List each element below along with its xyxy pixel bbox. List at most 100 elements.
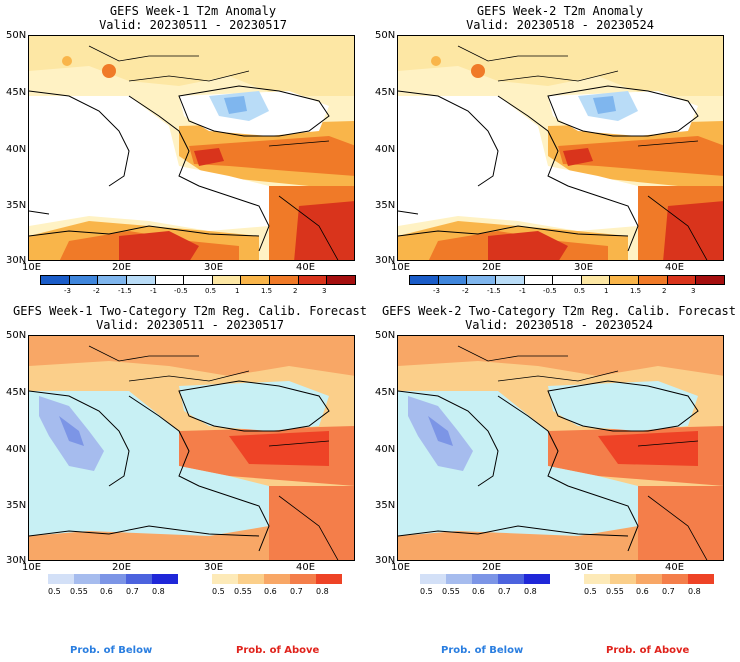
p4-above-l1: 0.55 [606,587,624,596]
panel4-title: GEFS Week-2 Two-Category T2m Reg. Calib.… [378,304,740,332]
p1-cb-l1: -2 [93,287,100,295]
p4-above-colorbar [584,574,714,584]
p4-lat-30: 30N [375,555,396,566]
p2-lat-50: 50N [375,30,396,41]
p1-anomaly-colorbar [40,275,356,285]
p4-below-l0: 0.5 [420,587,433,596]
p1-cb-l8: 2 [293,287,298,295]
p4-lat-50: 50N [375,330,396,341]
p4-above-l4: 0.8 [688,587,701,596]
p1-lon-20: 20E [112,262,132,273]
p2-cb-l0: -3 [433,287,440,295]
p3-above-l1: 0.55 [234,587,252,596]
p4-below-l3: 0.7 [498,587,511,596]
p4-below-l2: 0.6 [472,587,485,596]
p4-prob-below-title: Prob. of Below [441,645,524,656]
p4-lat-40: 40N [375,444,396,455]
p1-cb-l4: -0.5 [174,287,188,295]
panel1-title-line1: GEFS Week-1 T2m Anomaly [109,4,277,18]
p3-lon-20: 20E [112,562,132,573]
p1-lon-40: 40E [296,262,316,273]
p3-prob-below-title: Prob. of Below [70,645,153,656]
panel3-title-line2: Valid: 20230511 - 20230517 [96,318,284,332]
p3-lat-50: 50N [6,330,27,341]
p3-below-l1: 0.55 [70,587,88,596]
p1-lat-35: 35N [6,200,27,211]
p3-above-l3: 0.7 [290,587,303,596]
p2-lat-30: 30N [375,255,396,266]
p2-lat-35: 35N [375,200,396,211]
p1-lat-50: 50N [6,30,27,41]
p3-below-l0: 0.5 [48,587,61,596]
panel3-title: GEFS Week-1 Two-Category T2m Reg. Calib.… [10,304,370,332]
p2-cb-l1: -2 [462,287,469,295]
p2-lat-40: 40N [375,144,396,155]
p1-cb-l3: -1 [150,287,157,295]
anomaly-map-graphic [29,36,354,260]
p4-above-l0: 0.5 [584,587,597,596]
panel4-title-line2: Valid: 20230518 - 20230524 [465,318,653,332]
p2-cb-l9: 3 [691,287,696,295]
p4-lat-35: 35N [375,500,396,511]
p3-below-l4: 0.8 [152,587,165,596]
p2-cb-l8: 2 [662,287,667,295]
p1-cb-l0: -3 [64,287,71,295]
p2-cb-l6: 1 [604,287,609,295]
p1-cb-l5: 0.5 [205,287,217,295]
panel2-title: GEFS Week-2 T2m Anomaly Valid: 20230518 … [395,4,725,32]
prob-map-graphic [29,336,354,560]
map-week1-anomaly [28,35,355,261]
p2-cb-l2: -1.5 [487,287,501,295]
panel2-title-line2: Valid: 20230518 - 20230524 [466,18,654,32]
map-week1-prob [28,335,355,561]
p3-below-l2: 0.6 [100,587,113,596]
p1-lon-10: 10E [22,262,42,273]
p4-above-l3: 0.7 [662,587,675,596]
p3-lat-35: 35N [6,500,27,511]
p2-lat-45: 45N [375,87,396,98]
p3-lon-30: 30E [204,562,224,573]
p2-lon-20: 20E [482,262,502,273]
p3-above-l4: 0.8 [316,587,329,596]
p3-lon-40: 40E [296,562,316,573]
p3-above-l2: 0.6 [264,587,277,596]
panel2-title-line1: GEFS Week-2 T2m Anomaly [476,4,644,18]
p4-lat-45: 45N [375,387,396,398]
p3-above-colorbar [212,574,342,584]
p3-lat-45: 45N [6,387,27,398]
p1-cb-l2: -1.5 [118,287,132,295]
p4-below-l4: 0.8 [524,587,537,596]
p1-cb-l7: 1.5 [261,287,273,295]
p3-lat-30: 30N [6,555,27,566]
p4-below-colorbar [420,574,550,584]
p2-anomaly-colorbar [409,275,725,285]
p3-lon-10: 10E [22,562,42,573]
anomaly-map-graphic-2 [398,36,723,260]
p3-prob-above-title: Prob. of Above [236,645,320,656]
p4-above-l2: 0.6 [636,587,649,596]
p2-cb-l5: 0.5 [574,287,586,295]
map-week2-anomaly [397,35,724,261]
panel1-title-line2: Valid: 20230511 - 20230517 [99,18,287,32]
p1-cb-l6: 1 [235,287,240,295]
p4-prob-above-title: Prob. of Above [606,645,690,656]
p4-lon-10: 10E [391,562,411,573]
p4-below-l1: 0.55 [442,587,460,596]
map-week2-prob [397,335,724,561]
p1-lon-30: 30E [204,262,224,273]
p2-cb-l4: -0.5 [543,287,557,295]
p4-lon-40: 40E [665,562,685,573]
p3-lat-40: 40N [6,444,27,455]
p3-below-colorbar [48,574,178,584]
p2-cb-l7: 1.5 [630,287,642,295]
panel3-title-line1: GEFS Week-1 Two-Category T2m Reg. Calib.… [12,304,367,318]
p2-cb-l3: -1 [519,287,526,295]
p1-cb-l9: 3 [322,287,327,295]
prob-map-graphic-2 [398,336,723,560]
panel1-title: GEFS Week-1 T2m Anomaly Valid: 20230511 … [28,4,358,32]
p3-below-l3: 0.7 [126,587,139,596]
p2-lon-10: 10E [391,262,411,273]
p4-lon-20: 20E [482,562,502,573]
p2-lon-40: 40E [665,262,685,273]
p2-lon-30: 30E [574,262,594,273]
